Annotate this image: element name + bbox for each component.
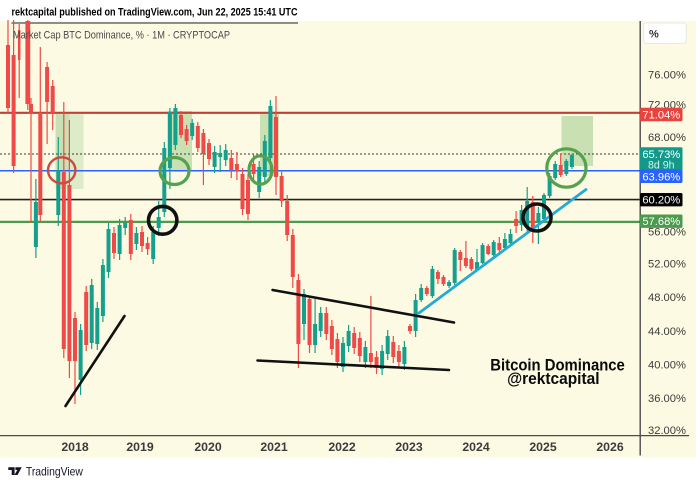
svg-text:TradingView: TradingView [26, 464, 83, 478]
svg-text:@rektcapital: @rektcapital [507, 370, 599, 388]
svg-text:8d 9h: 8d 9h [648, 160, 675, 172]
svg-text:63.96%: 63.96% [642, 171, 680, 183]
svg-text:40.00%: 40.00% [648, 360, 686, 372]
svg-text:48.00%: 48.00% [648, 292, 686, 304]
svg-text:52.00%: 52.00% [648, 258, 686, 270]
svg-text:44.00%: 44.00% [648, 326, 686, 338]
svg-text:%: % [649, 29, 659, 41]
svg-text:60.20%: 60.20% [642, 195, 680, 207]
svg-text:2020: 2020 [194, 440, 222, 454]
svg-text:2022: 2022 [328, 440, 356, 454]
svg-text:Bitcoin Dominance: Bitcoin Dominance [490, 357, 625, 375]
svg-text:2019: 2019 [126, 440, 154, 454]
svg-text:rektcapital published on Tradi: rektcapital published on TradingView.com… [12, 6, 298, 18]
svg-text:36.00%: 36.00% [648, 393, 686, 405]
svg-text:2026: 2026 [596, 440, 624, 454]
svg-text:2024: 2024 [462, 440, 490, 454]
svg-text:71.04%: 71.04% [642, 110, 680, 122]
svg-text:Market Cap BTC Dominance, % ·: Market Cap BTC Dominance, % · 1M · CRYPT… [13, 29, 230, 41]
svg-text:56.00%: 56.00% [648, 227, 686, 239]
svg-text:2021: 2021 [260, 440, 288, 454]
svg-text:2018: 2018 [61, 440, 89, 454]
svg-text:76.00%: 76.00% [648, 70, 686, 82]
svg-text:68.00%: 68.00% [648, 132, 686, 144]
svg-text:57.68%: 57.68% [642, 216, 680, 228]
svg-text:32.00%: 32.00% [648, 425, 686, 437]
svg-text:2025: 2025 [529, 440, 557, 454]
svg-text:2023: 2023 [395, 440, 423, 454]
svg-text:65.73%: 65.73% [642, 149, 680, 161]
